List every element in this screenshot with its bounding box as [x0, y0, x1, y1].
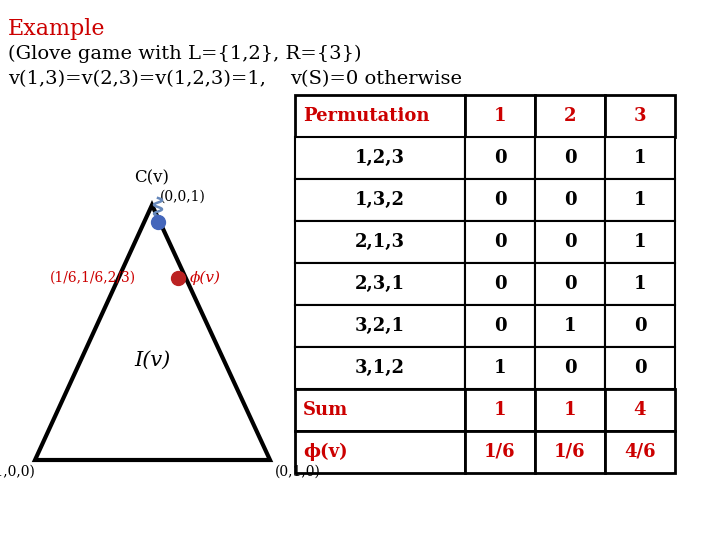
Text: 0: 0: [564, 191, 576, 209]
Text: 1: 1: [634, 191, 647, 209]
Text: 2,3,1: 2,3,1: [355, 275, 405, 293]
Text: 4/6: 4/6: [624, 443, 656, 461]
Text: Permutation: Permutation: [303, 107, 430, 125]
Text: C(v): C(v): [135, 170, 169, 186]
Bar: [295, 221, 465, 263]
Text: 0: 0: [564, 359, 576, 377]
Text: 1,2,3: 1,2,3: [355, 149, 405, 167]
Bar: [295, 137, 465, 179]
Bar: [465, 221, 535, 263]
Bar: [465, 347, 535, 389]
Bar: [295, 347, 465, 389]
Text: I(v): I(v): [134, 350, 170, 369]
Bar: [535, 389, 605, 431]
Bar: [605, 179, 675, 221]
Bar: [465, 179, 535, 221]
Text: 3,1,2: 3,1,2: [355, 359, 405, 377]
Text: 3: 3: [634, 107, 647, 125]
Text: 1: 1: [494, 107, 506, 125]
Text: 0: 0: [494, 191, 506, 209]
Text: 0: 0: [634, 359, 647, 377]
Text: 1: 1: [494, 359, 506, 377]
Text: 0: 0: [494, 233, 506, 251]
Bar: [465, 305, 535, 347]
Bar: [535, 305, 605, 347]
Text: 1: 1: [564, 317, 576, 335]
Bar: [295, 95, 465, 137]
Text: 0: 0: [494, 149, 506, 167]
Text: v(1,3)=v(2,3)=v(1,2,3)=1,: v(1,3)=v(2,3)=v(1,2,3)=1,: [8, 70, 266, 88]
Text: 0: 0: [564, 275, 576, 293]
Text: 0: 0: [634, 317, 647, 335]
Bar: [295, 179, 465, 221]
Text: v(S)=0 otherwise: v(S)=0 otherwise: [290, 70, 462, 88]
Bar: [535, 431, 605, 473]
Text: 1: 1: [634, 233, 647, 251]
Bar: [535, 137, 605, 179]
Text: 0: 0: [494, 275, 506, 293]
Text: ϕ(v): ϕ(v): [303, 443, 348, 461]
Bar: [605, 221, 675, 263]
Text: 1: 1: [634, 275, 647, 293]
Bar: [535, 95, 605, 137]
Text: 1/6: 1/6: [554, 443, 586, 461]
Text: 2,1,3: 2,1,3: [355, 233, 405, 251]
Text: (1/6,1/6,2/3): (1/6,1/6,2/3): [50, 271, 136, 285]
Text: 1/6: 1/6: [484, 443, 516, 461]
Text: 1: 1: [564, 401, 576, 419]
Bar: [465, 431, 535, 473]
Bar: [605, 137, 675, 179]
Bar: [605, 95, 675, 137]
Bar: [295, 263, 465, 305]
Bar: [605, 431, 675, 473]
Text: 0: 0: [564, 149, 576, 167]
Bar: [605, 389, 675, 431]
Text: 2: 2: [564, 107, 576, 125]
Text: 1: 1: [494, 401, 506, 419]
Text: (1,0,0): (1,0,0): [0, 465, 36, 479]
Text: 1: 1: [634, 149, 647, 167]
Text: 1,3,2: 1,3,2: [355, 191, 405, 209]
Text: 0: 0: [494, 317, 506, 335]
Bar: [465, 95, 535, 137]
Bar: [535, 347, 605, 389]
Bar: [605, 305, 675, 347]
Bar: [295, 305, 465, 347]
Text: (0,0,1): (0,0,1): [160, 190, 206, 204]
Bar: [465, 389, 535, 431]
Text: ϕ(v): ϕ(v): [190, 271, 221, 285]
Bar: [535, 179, 605, 221]
Bar: [465, 263, 535, 305]
Bar: [465, 137, 535, 179]
Text: Example: Example: [8, 18, 106, 40]
Bar: [535, 263, 605, 305]
Text: (Glove game with L={1,2}, R={3}): (Glove game with L={1,2}, R={3}): [8, 45, 361, 63]
Bar: [605, 263, 675, 305]
Bar: [605, 347, 675, 389]
Bar: [535, 221, 605, 263]
Bar: [295, 389, 465, 431]
Text: 4: 4: [634, 401, 647, 419]
Text: Sum: Sum: [303, 401, 348, 419]
Bar: [295, 431, 465, 473]
Text: (0,1,0): (0,1,0): [275, 465, 321, 479]
Text: 3,2,1: 3,2,1: [355, 317, 405, 335]
Text: 0: 0: [564, 233, 576, 251]
